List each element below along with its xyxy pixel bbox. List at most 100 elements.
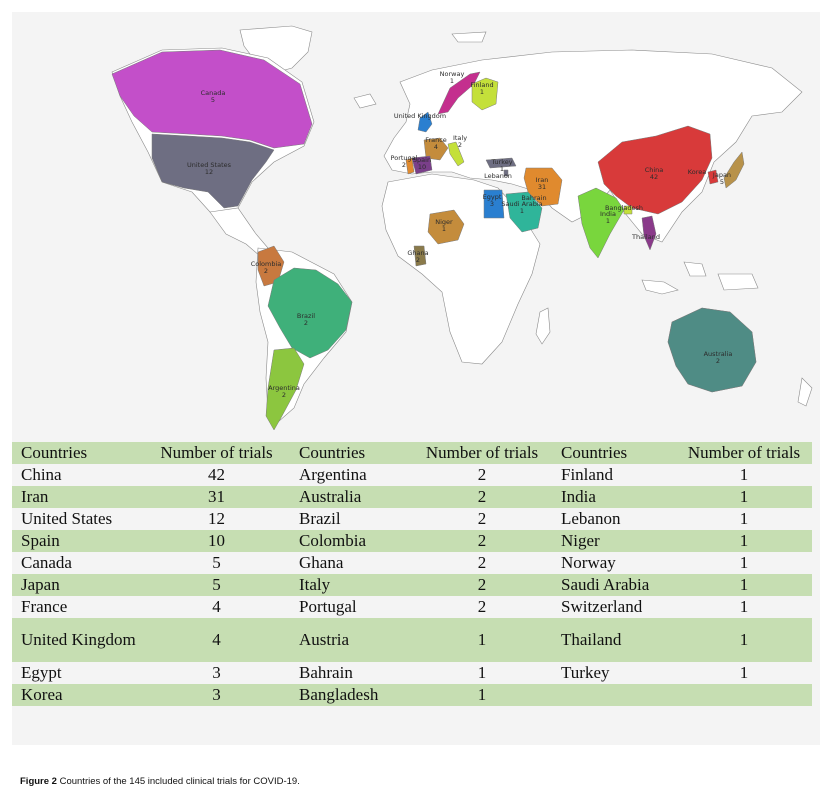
united-kingdom-region	[417, 111, 433, 133]
country-cell: Portugal	[299, 597, 357, 616]
egypt-region	[483, 189, 505, 219]
trial-count-cell: 42	[208, 465, 225, 484]
column-header: Countries	[290, 442, 412, 464]
ghana-region	[413, 245, 427, 267]
trial-count-cell: 4	[212, 597, 221, 616]
iran-region	[523, 167, 563, 207]
australia-region	[667, 307, 757, 393]
india-region	[577, 187, 625, 259]
brazil-region	[267, 267, 353, 359]
island-shape	[683, 261, 707, 277]
island-shape	[717, 273, 759, 291]
trial-count-cell: 1	[739, 597, 749, 616]
country-cell: Finland	[561, 465, 613, 484]
map-label: Lebanon	[484, 172, 512, 180]
new-zealand-shape	[797, 377, 813, 407]
map-value: 1	[480, 88, 484, 96]
map-label: Iran	[536, 176, 549, 184]
country-cell: China	[21, 465, 62, 484]
country-cell: Japan	[12, 574, 143, 596]
country-cell: Niger	[552, 530, 676, 552]
map-value: 1	[500, 165, 504, 173]
country-cell: Saudi Arabia	[552, 574, 676, 596]
africa-shape	[381, 173, 541, 365]
map-value: 10	[418, 163, 426, 171]
world-map: Canada 5 United States 12 Norway 1 Finland 1 Uni…	[12, 12, 820, 437]
united-states-region	[151, 133, 275, 209]
table-row: Egypt 3 Bahrain 1 Turkey 1	[12, 662, 812, 684]
column-header: Number of trials	[676, 442, 812, 464]
map-value: 4	[434, 143, 438, 151]
highlighted-countries	[111, 49, 757, 431]
map-label: Korea	[688, 168, 706, 176]
thailand-region	[641, 215, 657, 251]
map-label: Norway	[440, 70, 465, 78]
map-label: United Kingdom	[394, 112, 446, 120]
map-value: 1	[450, 77, 454, 85]
map-value: 2	[716, 357, 720, 365]
trial-count-cell: 3	[143, 684, 290, 706]
map-value: 1	[606, 217, 610, 225]
trial-count-cell: 1	[739, 509, 749, 528]
canada-region	[111, 49, 313, 149]
country-cell: Ghana	[299, 553, 344, 572]
madagascar-shape	[535, 307, 551, 345]
map-value: 1	[442, 225, 446, 233]
map-value: 5	[211, 96, 215, 104]
map-label: Argentina	[268, 384, 300, 392]
trial-count-cell: 2	[412, 486, 552, 508]
country-cell: Bangladesh	[290, 684, 412, 706]
finland-region	[471, 77, 499, 111]
trial-count-cell: 31	[143, 486, 290, 508]
map-value: 2	[458, 141, 462, 149]
table-row: France 4 Portugal 2 Switzerland 1	[12, 596, 812, 618]
trial-count-cell: 2	[412, 574, 552, 596]
map-value: 2	[282, 391, 286, 399]
trial-count-cell: 3	[212, 663, 221, 682]
map-value: 5	[720, 178, 724, 186]
map-value: 31	[538, 183, 546, 191]
trial-count-cell: 1	[676, 530, 812, 552]
table-row: United States 12 Brazil 2 Lebanon 1	[12, 508, 812, 530]
table-row: Iran 31 Australia 2 India 1	[12, 486, 812, 508]
column-header: Countries	[552, 442, 676, 464]
figure-label: Figure 2	[20, 776, 57, 787]
niger-region	[427, 209, 465, 245]
country-cell: Thailand	[552, 618, 676, 662]
country-cell: India	[552, 486, 676, 508]
map-value: 12	[205, 168, 213, 176]
trial-count-cell: 4	[143, 618, 290, 662]
table-row: Canada 5 Ghana 2 Norway 1	[12, 552, 812, 574]
norway-region	[437, 71, 481, 115]
map-label: Italy	[453, 134, 467, 142]
map-value: 2	[402, 161, 406, 169]
map-label: Canada	[201, 89, 226, 97]
saudi-arabia-region	[505, 191, 543, 233]
map-value: 2	[304, 319, 308, 327]
argentina-region	[265, 347, 305, 431]
country-cell	[552, 684, 676, 706]
trial-count-cell: 12	[208, 509, 225, 528]
column-header: Number of trials	[412, 442, 552, 464]
column-header: Countries	[12, 442, 143, 464]
trial-count-cell: 1	[676, 574, 812, 596]
trial-count-cell: 2	[477, 509, 487, 528]
country-cell: Canada	[21, 553, 72, 572]
table-row: China 42 Argentina 2 Finland 1	[12, 464, 812, 486]
table-header-row: Countries Number of trials Countries Num…	[12, 442, 812, 464]
trial-count-cell: 1	[676, 486, 812, 508]
trials-table: Countries Number of trials Countries Num…	[12, 442, 812, 706]
portugal-region	[405, 157, 415, 175]
country-cell: Italy	[290, 574, 412, 596]
map-label: Turkey	[490, 158, 512, 166]
turkey-region	[485, 157, 517, 169]
country-cell: Brazil	[299, 509, 341, 528]
figure-caption: Figure 2 Countries of the 145 included c…	[20, 776, 300, 787]
trial-count-cell: 5	[143, 574, 290, 596]
country-cell: Iran	[12, 486, 143, 508]
map-value: 42	[650, 173, 658, 181]
trial-count-cell: 2	[477, 553, 487, 572]
trial-count-cell: 1	[739, 465, 749, 484]
country-cell: Argentina	[299, 465, 367, 484]
map-label: Brazil	[297, 312, 315, 320]
